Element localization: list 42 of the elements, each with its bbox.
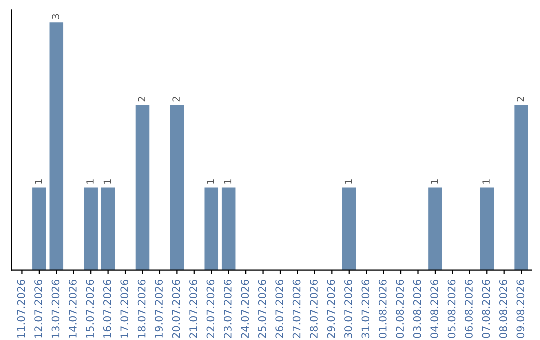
x-tick-label: 04.08.2026 <box>430 280 438 338</box>
data-label: 1 <box>104 180 111 184</box>
x-tick-label: 05.08.2026 <box>448 280 456 338</box>
x-tick-label: 21.07.2026 <box>190 280 198 338</box>
data-label: 1 <box>344 180 352 184</box>
x-tick-label: 03.08.2026 <box>413 280 422 338</box>
data-label: 2 <box>172 97 180 102</box>
data-label: 2 <box>517 97 524 102</box>
x-tick-label: 31.07.2026 <box>362 280 370 338</box>
x-tick-label: 20.07.2026 <box>172 280 180 338</box>
data-label: 1 <box>35 180 42 184</box>
x-tick-label: 01.08.2026 <box>378 280 387 338</box>
x-tick-label: 09.08.2026 <box>516 280 525 338</box>
x-tick-label: 14.07.2026 <box>69 280 77 338</box>
x-tick-label: 15.07.2026 <box>86 280 94 338</box>
x-tick-label: 16.07.2026 <box>103 280 112 338</box>
data-label: 1 <box>431 180 438 184</box>
data-label: 1 <box>482 180 490 184</box>
data-label: 2 <box>138 97 146 102</box>
x-tick-label: 29.07.2026 <box>327 280 336 338</box>
x-tick-label: 06.08.2026 <box>465 280 473 338</box>
x-tick-label: 02.08.2026 <box>396 280 404 338</box>
data-label: 1 <box>224 180 232 184</box>
x-tick-label: 26.07.2026 <box>276 280 284 338</box>
x-tick-label: 07.08.2026 <box>482 280 490 338</box>
x-tick-label: 23.07.2026 <box>224 280 232 338</box>
data-label: 1 <box>207 180 214 184</box>
x-tick-label: 11.07.2026 <box>17 280 26 338</box>
x-tick-label: 12.07.2026 <box>34 280 42 338</box>
data-label: 1 <box>86 180 94 184</box>
x-tick-label: 17.07.2026 <box>120 280 129 338</box>
x-tick-label: 18.07.2026 <box>138 280 146 338</box>
x-tick-label: 24.07.2026 <box>241 280 250 338</box>
data-label: 3 <box>52 14 60 20</box>
x-tick-label: 22.07.2026 <box>206 280 215 338</box>
x-tick-label: 28.07.2026 <box>310 280 318 338</box>
x-tick-label: 25.07.2026 <box>258 280 266 338</box>
x-tick-label: 13.07.2026 <box>52 280 60 338</box>
x-tick-label: 30.07.2026 <box>344 280 352 338</box>
x-tick-label: 19.07.2026 <box>155 280 163 338</box>
x-tick-label: 27.07.2026 <box>292 280 301 338</box>
x-tick-label: 08.08.2026 <box>499 280 508 338</box>
